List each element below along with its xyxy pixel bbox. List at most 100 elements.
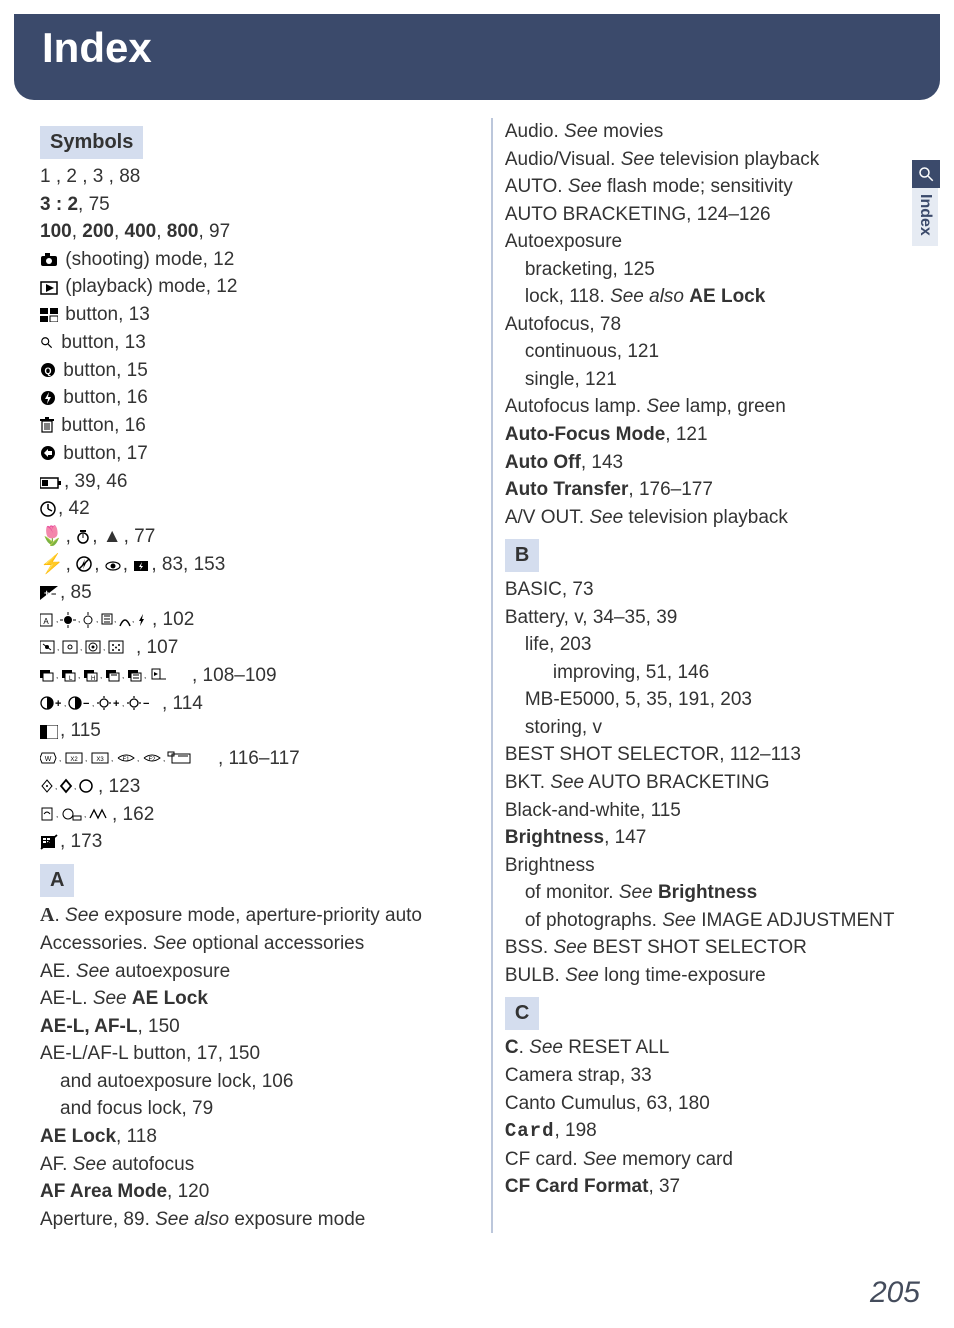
index-entry: button, 13 — [40, 301, 473, 329]
svg-text:A: A — [43, 617, 49, 626]
continuous-icons: ,L,H,,, — [40, 662, 190, 690]
entry-text: 3 : 2 — [40, 194, 78, 215]
svg-text:Q: Q — [44, 366, 51, 376]
iso-circle-icon — [40, 440, 56, 468]
index-entry: Brightness — [505, 852, 924, 880]
entry-text: and focus lock, 79 — [60, 1098, 213, 1119]
entry-text: . — [519, 1037, 530, 1058]
index-entry: button, 16 — [40, 384, 473, 412]
entry-text: BSS. — [505, 937, 554, 958]
entry-text: CF card. — [505, 1149, 583, 1170]
redeye-icon — [105, 551, 121, 579]
index-entry: AE Lock, 118 — [40, 1123, 473, 1151]
index-entry: ,,, 123 — [40, 773, 473, 801]
svg-text:,: , — [84, 810, 86, 819]
entry-text: exposure mode, aperture-priority auto — [99, 905, 422, 926]
see-ref: See — [662, 910, 696, 931]
svg-text:W: W — [45, 756, 52, 763]
index-entry: A,,,,,, 102 — [40, 606, 473, 634]
entry-text: button, 16 — [56, 415, 146, 436]
entry-text: AUTO. — [505, 176, 568, 197]
entry-text: life, 203 — [525, 634, 592, 655]
svg-text:,: , — [64, 699, 66, 708]
index-subentry: MB-E5000, 5, 35, 191, 203 — [505, 686, 924, 714]
aperture-a-icon: A — [40, 904, 54, 926]
index-entry: Auto-Focus Mode, 121 — [505, 421, 924, 449]
svg-text:X2: X2 — [70, 757, 78, 763]
entry-text: AUTO BRACKETING, 124–126 — [505, 204, 771, 225]
see-ref: See — [76, 961, 110, 982]
entry-text: autofocus — [107, 1154, 195, 1175]
entry-text: , 39, 46 — [64, 471, 127, 492]
entry-text: , 115 — [60, 720, 101, 741]
entry-text: IMAGE ADJUSTMENT — [696, 910, 894, 931]
section-a: A — [40, 864, 74, 897]
entry-text: , 162 — [112, 804, 154, 825]
index-entry: AF Area Mode, 120 — [40, 1178, 473, 1206]
index-entry: CF card. See memory card — [505, 1146, 924, 1174]
entry-text: 400 — [125, 221, 157, 242]
entry-text: AF. — [40, 1154, 73, 1175]
see-ref: See — [529, 1037, 563, 1058]
svg-text:+: + — [44, 588, 49, 598]
index-subentry: bracketing, 125 — [505, 256, 924, 284]
see-ref: See also — [155, 1209, 229, 1230]
index-entry: Auto Transfer, 176–177 — [505, 476, 924, 504]
index-entry: CF Card Format, 37 — [505, 1173, 924, 1201]
index-entry: A. See exposure mode, aperture-priority … — [40, 901, 473, 930]
entry-text: memory card — [617, 1149, 733, 1170]
entry-text: and autoexposure lock, 106 — [60, 1071, 293, 1092]
entry-text: button, 17 — [58, 443, 148, 464]
index-entry: AUTO BRACKETING, 124–126 — [505, 201, 924, 229]
entry-text: Aperture, 89. — [40, 1209, 155, 1230]
index-entry: Autofocus, 78 — [505, 311, 924, 339]
see-ref: See — [564, 121, 598, 142]
see-ref: See — [621, 149, 655, 170]
entry-text: AF Area Mode — [40, 1181, 167, 1202]
entry-text: Auto Transfer — [505, 479, 629, 500]
index-entry: button, 16 — [40, 412, 473, 440]
entry-text: , 97 — [199, 221, 231, 242]
svg-text:+: + — [55, 698, 61, 710]
see-ref: See — [93, 988, 132, 1009]
exp-comp-icon: +− — [40, 579, 58, 607]
entry-text: Audio/Visual. — [505, 149, 621, 170]
entry-text: of monitor. — [525, 882, 619, 903]
svg-text:F2: F2 — [148, 757, 156, 763]
section-c: C — [505, 997, 539, 1030]
svg-text:,: , — [103, 643, 105, 652]
index-subentry: life, 203 — [505, 631, 924, 659]
entry-text: AE-L, AF-L — [40, 1016, 137, 1037]
entry-text: optional accessories — [187, 933, 364, 954]
index-entry: AE. See autoexposure — [40, 958, 473, 986]
wb-mode-icons: A,,,,, — [40, 607, 150, 635]
entry-text: Autofocus lamp. — [505, 396, 647, 417]
see-ref: See also — [610, 286, 689, 307]
entry-text: button, 15 — [58, 360, 148, 381]
entry-text: , 116–117 — [218, 748, 300, 769]
index-entry: +−, 85 — [40, 579, 473, 607]
svg-text:−: − — [51, 589, 56, 599]
trash-icon — [40, 412, 54, 440]
qual-icon: Q — [40, 357, 56, 385]
see-ref: See — [73, 1154, 107, 1175]
lcd-text: Card — [505, 1120, 555, 1142]
entry-text: 200 — [82, 221, 114, 242]
entry-text: AE-L. — [40, 988, 93, 1009]
entry-text: , 77 — [124, 526, 156, 547]
entry-text: improving, 51, 146 — [553, 662, 709, 683]
entry-text: , 42 — [58, 498, 90, 519]
entry-text: Battery, v, 34–35, 39 — [505, 607, 678, 628]
content-columns: Symbols 1 , 2 , 3 , 88 3 : 2, 75 100, 20… — [0, 100, 954, 1233]
index-entry: W,X2,X3,F1,F2,, 116–117 — [40, 745, 473, 773]
index-entry: button, 17 — [40, 440, 473, 468]
flash-icon: ⚡ — [40, 551, 64, 579]
entry-text: RESET ALL — [563, 1037, 669, 1058]
entry-text: BEST SHOT SELECTOR, 112–113 — [505, 744, 801, 765]
index-entry: BEST SHOT SELECTOR, 112–113 — [505, 741, 924, 769]
entry-text: Autoexposure — [505, 231, 622, 252]
index-entry: Brightness, 147 — [505, 824, 924, 852]
adjust-icons: +,−,+,− — [40, 690, 160, 718]
svg-text:,: , — [111, 754, 113, 763]
see-ref: See — [153, 933, 187, 954]
